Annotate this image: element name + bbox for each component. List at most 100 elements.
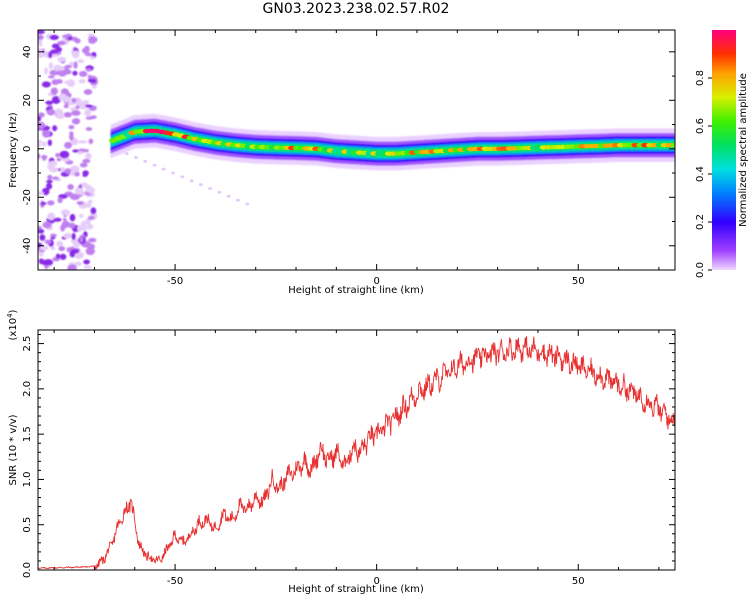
noise-speckle [86, 224, 94, 230]
noise-speckle [85, 127, 93, 131]
ridge-band-4 [110, 126, 675, 158]
ridge-core-cell [670, 142, 675, 148]
noise-speckle [77, 151, 84, 155]
noise-speckle [59, 150, 70, 159]
spectrogram-ytick-label: -40 [22, 238, 33, 254]
noise-speckle [83, 148, 89, 153]
noise-speckle [76, 251, 85, 258]
noise-speckle [74, 171, 80, 177]
noise-speckle [38, 191, 45, 196]
noise-speckle [44, 67, 49, 75]
noise-speckle [78, 190, 86, 196]
noise-speckle [79, 162, 88, 168]
noise-speckle [62, 96, 72, 103]
noise-speckle [91, 84, 97, 89]
noise-speckle [38, 139, 42, 144]
noise-speckle [78, 70, 88, 77]
snr-multiplier: (x104) [6, 309, 19, 340]
noise-speckle [46, 108, 56, 116]
noise-speckle [61, 209, 71, 216]
noise-speckle [71, 232, 76, 241]
spectrogram-panel: -50 0 50 -40 -20 0 20 40 Height of straight lin… [8, 29, 676, 296]
ridge-core [108, 128, 675, 156]
noise-speckle [67, 184, 74, 191]
snr-ytick-label: 2.5 [22, 336, 33, 352]
spectrogram-xtick-label: -50 [167, 276, 183, 287]
noise-speckle [60, 224, 66, 232]
noise-speckle [46, 179, 53, 184]
noise-speckle [86, 67, 92, 72]
noise-speckle [64, 80, 70, 85]
ridge-blip [180, 175, 185, 179]
noise-speckle [55, 79, 63, 84]
noise-speckle [47, 75, 55, 79]
ridge-blip [133, 156, 138, 160]
snr-ylabel: SNR (10 * v/v) [8, 414, 19, 485]
noise-speckle [52, 176, 59, 180]
snr-xtick-label: 0 [373, 576, 379, 587]
noise-speckle [59, 253, 67, 260]
noise-speckle [71, 110, 81, 116]
noise-speckle [76, 201, 85, 205]
spectrogram-xtick-label: 50 [572, 276, 585, 287]
noise-speckle [82, 158, 91, 164]
ridge-blip [235, 198, 240, 202]
ridge-blips [124, 152, 250, 206]
noise-speckle [80, 182, 88, 187]
noise-speckle [69, 133, 74, 141]
noise-speckle [48, 51, 53, 59]
noise-speckle [82, 173, 88, 177]
noise-speckle [71, 98, 77, 103]
noise-speckle [72, 70, 78, 76]
noise-speckle [49, 69, 60, 76]
noise-speckle [64, 168, 72, 175]
noise-speckle [55, 253, 61, 259]
noise-speckle [87, 199, 93, 203]
noise-speckle [87, 202, 92, 207]
noise-speckle [79, 104, 86, 109]
signal-ridge [110, 113, 675, 171]
colorbar-label: Normalized spectral amplitude [738, 73, 749, 227]
ridge-blip [198, 183, 203, 187]
noise-speckle [85, 247, 95, 256]
noise-speckle [73, 61, 78, 69]
noise-speckle [38, 251, 44, 257]
noise-speckle [51, 43, 60, 49]
noise-speckle [89, 56, 96, 60]
noise-speckle [78, 79, 86, 84]
spectrogram-ytick-label: 0 [22, 146, 33, 152]
noise-speckle [83, 265, 92, 269]
snr-xtick-label: -50 [167, 576, 183, 587]
noise-speckle [41, 141, 47, 147]
noise-speckle [62, 69, 72, 75]
noise-speckle [55, 152, 60, 158]
snr-ytick-label: 1.5 [22, 426, 33, 442]
snr-axes: -50 0 50 0.0 0.5 1.0 1.5 2.0 2.5 [22, 330, 675, 587]
noise-speckle [64, 141, 72, 149]
noise-speckle [72, 241, 81, 248]
noise-speckle [84, 45, 90, 53]
noise-speckle [53, 64, 62, 72]
noise-speckle [69, 213, 76, 222]
spectrogram-plot-area [38, 30, 675, 270]
chart-title: GN03.2023.238.02.57.R02 [262, 1, 450, 17]
noise-speckle [40, 259, 51, 266]
snr-line [38, 336, 675, 570]
noise-speckle [79, 236, 84, 243]
ridge-blip [245, 202, 250, 206]
noise-speckle [57, 56, 66, 63]
noise-speckle [87, 215, 95, 220]
noise-speckle [87, 78, 94, 83]
spectrogram-axes: -50 0 50 -40 -20 0 20 40 [22, 30, 675, 287]
noise-speckle [54, 217, 62, 222]
noise-speckle [49, 34, 59, 40]
noise-speckle [50, 49, 59, 54]
noise-speckle [72, 50, 80, 59]
snr-frame [37, 329, 676, 571]
noise-speckle [87, 74, 92, 80]
noise-speckle [56, 240, 64, 247]
ridge-blip [189, 179, 194, 183]
noise-speckle [69, 165, 80, 173]
noise-speckle [38, 112, 45, 118]
